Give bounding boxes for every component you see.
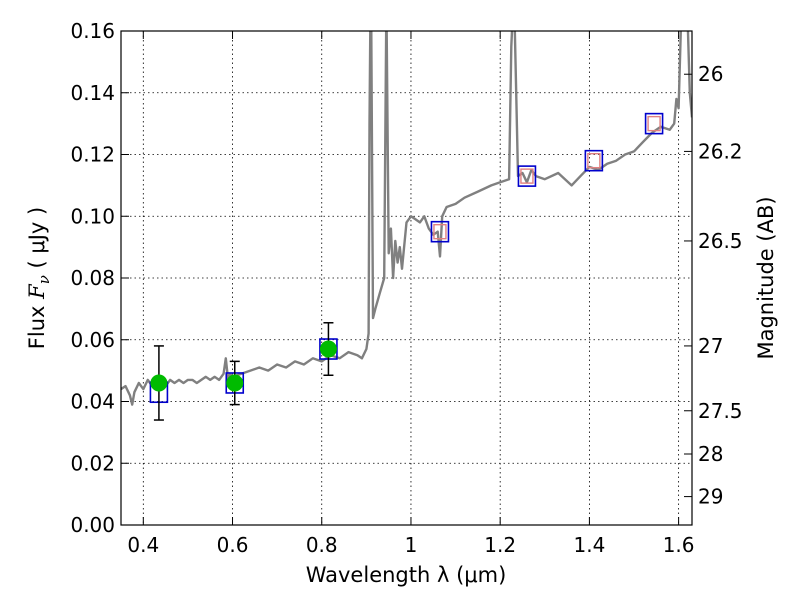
y-tick-label: 0.12 xyxy=(70,143,115,167)
photometry-markers xyxy=(149,112,664,421)
axis-ticks: 0.4 0.6 0.8 1 1.2 1.4 1.6 0.00 0.02 0.04 0.06 0.08 0… xyxy=(70,19,742,557)
observed-point xyxy=(226,374,244,392)
y2-tick-label: 27 xyxy=(698,334,723,358)
y-axis-title-unit: ( μJy ) xyxy=(25,207,49,269)
y-tick-label: 0.06 xyxy=(70,328,115,352)
y2-tick-label: 29 xyxy=(698,485,723,509)
model-photometry-square xyxy=(584,149,604,172)
y-tick-label: 0.04 xyxy=(70,390,115,414)
upper-limit-square xyxy=(520,168,534,184)
y-tick-label: 0.00 xyxy=(70,513,115,537)
observed-point xyxy=(150,374,168,392)
x-tick-label: 0.6 xyxy=(217,533,249,557)
y2-tick-label: 26.2 xyxy=(698,139,743,163)
model-photometry-square xyxy=(644,112,664,135)
y-tick-label: 0.08 xyxy=(70,266,115,290)
model-photometry-square xyxy=(430,220,450,243)
x-tick-label: 1.4 xyxy=(573,533,605,557)
y-tick-label: 0.14 xyxy=(70,81,115,105)
y2-tick-label: 26 xyxy=(698,62,723,86)
y2-tick-label: 26.5 xyxy=(698,229,743,253)
y2-tick-label: 28 xyxy=(698,442,723,466)
model-spectrum-line xyxy=(121,31,692,406)
upper-limit-square xyxy=(433,223,447,240)
y2-tick-label: 27.5 xyxy=(698,399,743,423)
upper-limit-square xyxy=(647,115,661,132)
grid-lines xyxy=(121,30,692,526)
y-tick-label: 0.16 xyxy=(70,19,115,43)
observed-point xyxy=(319,340,337,358)
x-tick-label: 0.4 xyxy=(127,533,159,557)
y-tick-label: 0.02 xyxy=(70,451,115,475)
y2-axis-title: Magnitude (AB) xyxy=(754,196,778,359)
x-axis-title: Wavelength λ (μm) xyxy=(306,563,507,587)
svg-text:Flux Fν ( μJy ): Flux Fν ( μJy ) xyxy=(25,207,53,349)
y-axis-title: Flux Fν ( μJy ) xyxy=(25,207,53,349)
x-tick-label: 1 xyxy=(405,533,418,557)
model-photometry-square xyxy=(517,165,537,187)
x-tick-label: 1.6 xyxy=(663,533,695,557)
x-tick-label: 0.8 xyxy=(306,533,338,557)
x-tick-label: 1.2 xyxy=(484,533,516,557)
y-tick-label: 0.10 xyxy=(70,204,115,228)
upper-limit-square xyxy=(587,152,601,169)
y-axis-title-subscript: ν xyxy=(35,275,53,284)
y-axis-title-prefix: Flux xyxy=(25,306,49,350)
y-axis-title-symbol: F xyxy=(25,283,49,300)
